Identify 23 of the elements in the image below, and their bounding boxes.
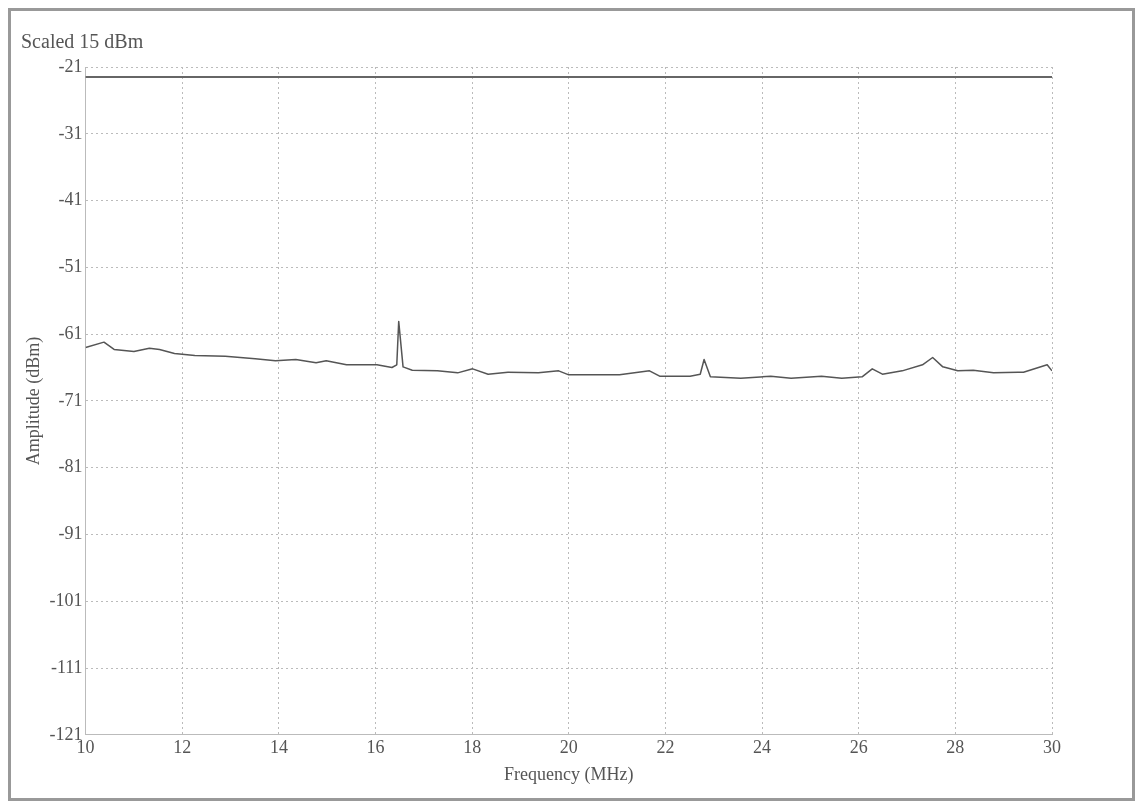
x-axis-title: Frequency (MHz) xyxy=(504,763,634,785)
chart-title: Scaled 15 dBm xyxy=(21,30,144,53)
x-tick-label: 22 xyxy=(656,737,675,758)
x-tick-label: 30 xyxy=(1043,737,1061,758)
y-tick-label: -81 xyxy=(58,456,83,477)
y-tick-label: -71 xyxy=(58,389,83,410)
y-tick-label: -61 xyxy=(58,322,83,343)
y-axis-title: Amplitude (dBm) xyxy=(22,336,44,466)
x-tick-label: 14 xyxy=(269,737,288,758)
x-tick-label: 26 xyxy=(849,737,868,758)
y-tick-label: -51 xyxy=(58,256,83,277)
x-tick-label: 20 xyxy=(559,737,578,758)
x-tick-label: 24 xyxy=(753,737,772,758)
x-tick-label: 18 xyxy=(463,737,482,758)
y-tick-label: -91 xyxy=(58,523,83,544)
x-tick-label: 12 xyxy=(173,737,192,758)
y-tick-label: -41 xyxy=(58,189,83,210)
y-tick-label: -31 xyxy=(58,122,83,143)
y-tick-label: -111 xyxy=(50,656,83,677)
y-tick-label: -101 xyxy=(49,589,83,610)
y-tick-label: -21 xyxy=(58,55,83,76)
x-tick-label: 28 xyxy=(946,737,965,758)
x-tick-label: 16 xyxy=(366,737,385,758)
